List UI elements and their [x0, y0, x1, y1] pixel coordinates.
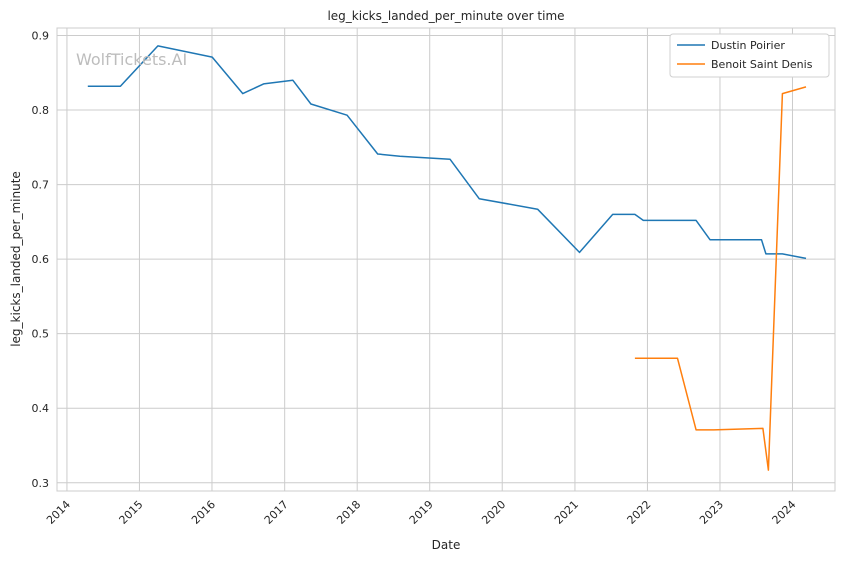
x-tick-label: 2020: [479, 498, 508, 527]
watermark: WolfTickets.AI: [76, 50, 187, 69]
legend-label-1: Dustin Poirier: [711, 39, 785, 52]
y-tick-label: 0.9: [32, 29, 50, 42]
y-axis-title: leg_kicks_landed_per_minute: [9, 171, 23, 347]
legend-label-2: Benoit Saint Denis: [711, 58, 813, 71]
x-tick-label: 2018: [334, 498, 363, 527]
y-tick-label: 0.7: [32, 179, 50, 192]
y-tick-label: 0.8: [32, 104, 50, 117]
y-tick-label: 0.4: [32, 402, 50, 415]
grid: [57, 28, 835, 491]
series-group: [87, 45, 807, 471]
y-axis-ticks: 0.3 0.4 0.5 0.6 0.7 0.8 0.9: [32, 29, 50, 489]
x-tick-label: 2017: [262, 498, 291, 527]
legend: Dustin Poirier Benoit Saint Denis: [669, 33, 830, 78]
x-tick-label: 2016: [189, 498, 218, 527]
x-axis-ticks: 2014 2015 2016 2017 2018 2019 2020 2021 2022 2023…: [44, 498, 799, 527]
x-axis-title: Date: [432, 538, 461, 552]
legend-box: [669, 33, 830, 78]
y-tick-label: 0.3: [32, 477, 50, 490]
y-tick-label: 0.5: [32, 328, 50, 341]
x-tick-label: 2024: [770, 498, 799, 527]
x-tick-label: 2023: [697, 498, 726, 527]
series-line-1: [87, 45, 807, 260]
y-tick-label: 0.6: [32, 253, 50, 266]
x-tick-label: 2021: [552, 498, 581, 527]
chart-title: leg_kicks_landed_per_minute over time: [327, 9, 564, 23]
series-line-2: [634, 86, 807, 471]
x-tick-label: 2022: [625, 498, 654, 527]
x-tick-label: 2014: [44, 498, 73, 527]
x-tick-label: 2019: [407, 498, 436, 527]
x-tick-label: 2015: [117, 498, 146, 527]
